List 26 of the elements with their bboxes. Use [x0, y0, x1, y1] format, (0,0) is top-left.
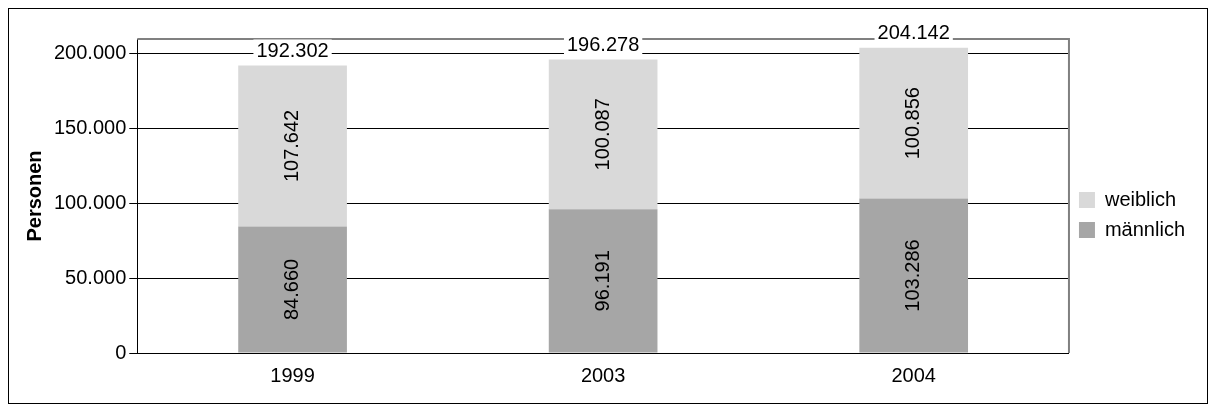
total-label: 204.142: [877, 21, 950, 44]
data-label: 103.286: [901, 239, 924, 312]
legend-label: männlich: [1104, 217, 1186, 240]
x-tick-label: 2004: [891, 363, 936, 386]
legend-label: weiblich: [1103, 187, 1177, 210]
x-tick-label: 2003: [580, 363, 626, 386]
total-label: 192.302: [256, 38, 329, 61]
y-tick-label: 50.000: [65, 265, 127, 288]
bar: [859, 47, 969, 199]
bar: [859, 198, 969, 353]
y-axis-title: Personen: [22, 150, 45, 242]
bar: [238, 226, 347, 353]
data-label: 107.642: [280, 109, 303, 183]
data-label: 100.856: [901, 87, 924, 160]
total-label: 196.278: [566, 33, 640, 56]
bar: [548, 59, 658, 210]
y-tick-label: 0: [115, 340, 127, 363]
data-label: 84.660: [280, 258, 303, 321]
data-label: 96.191: [590, 250, 613, 312]
y-tick-label: 200.000: [54, 41, 127, 64]
y-tick-label: 150.000: [54, 116, 127, 139]
bar: [548, 209, 658, 353]
data-label: 100.087: [590, 98, 613, 171]
bar: [238, 65, 347, 227]
x-tick-label: 1999: [270, 363, 315, 386]
y-tick-label: 100.000: [54, 190, 127, 213]
